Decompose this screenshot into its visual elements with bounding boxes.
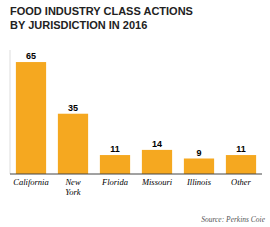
x-tick-label: Illinois: [186, 177, 212, 187]
x-tick-label: Other: [231, 177, 252, 187]
data-label: 14: [152, 139, 162, 149]
chart: FOOD INDUSTRY CLASS ACTIONS BY JURISDICTI…: [0, 0, 270, 227]
data-label: 11: [110, 144, 120, 154]
data-label: 11: [236, 144, 246, 154]
bar: [58, 114, 88, 174]
bar: [16, 62, 46, 174]
bars: [16, 62, 256, 174]
title: FOOD INDUSTRY CLASS ACTIONS: [10, 5, 193, 17]
source-note: Source: Perkins Coie: [201, 215, 266, 224]
bar: [142, 150, 172, 174]
data-label: 65: [26, 51, 36, 61]
x-tick-label: Missouri: [141, 177, 173, 187]
x-axis-line: [10, 174, 262, 175]
x-tick-label: Florida: [101, 177, 128, 187]
data-label: 9: [196, 148, 201, 158]
bar: [100, 155, 130, 174]
bar: [184, 159, 214, 175]
bar: [226, 155, 256, 174]
y-axis-line: [10, 50, 11, 174]
x-tick-label: NewYork: [64, 177, 80, 197]
x-tick-label: California: [13, 177, 48, 187]
subtitle: BY JURISDICTION IN 2016: [10, 19, 147, 31]
data-label: 35: [68, 103, 78, 113]
